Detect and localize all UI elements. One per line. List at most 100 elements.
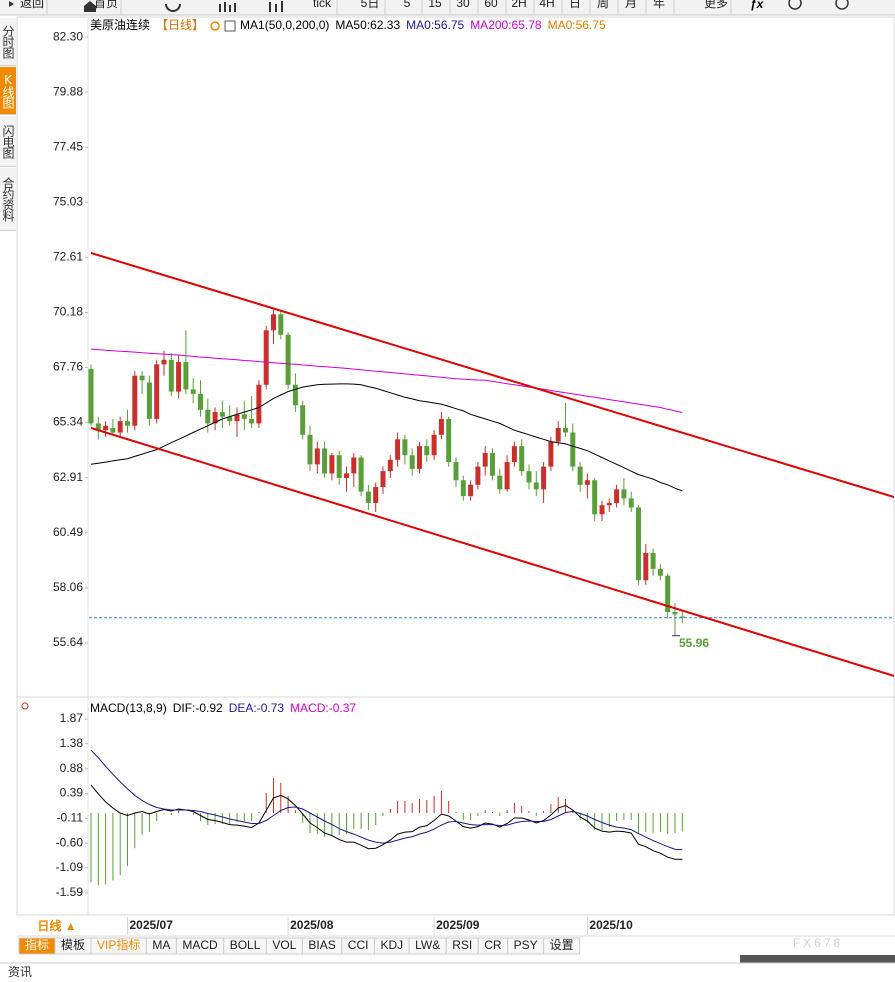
side-tab[interactable]: 闪电图 bbox=[0, 116, 16, 167]
side-tab[interactable]: 合约资料 bbox=[0, 168, 16, 231]
indicator-tab[interactable]: 模板 bbox=[61, 938, 85, 952]
macd-line bbox=[90, 784, 683, 860]
candle-body bbox=[168, 359, 174, 392]
candle-body bbox=[219, 412, 225, 417]
legend-item: MA0:56.75 bbox=[548, 18, 606, 32]
fx-icon[interactable]: ƒx bbox=[750, 0, 765, 11]
candle-body bbox=[249, 418, 255, 424]
candle-body bbox=[584, 480, 590, 485]
candle-body bbox=[541, 466, 547, 490]
candle-body bbox=[380, 471, 386, 488]
toolbar-button[interactable]: 月 bbox=[625, 0, 637, 10]
indicator-tab[interactable]: BIAS bbox=[308, 938, 335, 952]
candle-body bbox=[292, 384, 298, 406]
toolbar-button[interactable]: 返回 bbox=[20, 0, 44, 10]
indicator-tab[interactable]: VIP指标 bbox=[97, 937, 140, 952]
candle-body bbox=[227, 416, 233, 422]
candle-body bbox=[599, 505, 605, 515]
toolbar-button[interactable]: 2H bbox=[511, 0, 526, 10]
settings-icon[interactable] bbox=[210, 21, 220, 31]
candle-body bbox=[358, 457, 364, 492]
side-tab[interactable]: K线图 bbox=[0, 67, 16, 115]
candle-body bbox=[300, 405, 306, 435]
indicator-icon[interactable] bbox=[21, 702, 29, 710]
candle-body bbox=[526, 471, 532, 483]
candle-body bbox=[468, 484, 474, 497]
candle-body bbox=[424, 446, 430, 456]
candle-body bbox=[606, 502, 612, 506]
indicator-tab[interactable]: MA bbox=[152, 938, 170, 952]
home-icon bbox=[84, 1, 96, 12]
y-tick-label: -0.60 bbox=[56, 835, 84, 849]
toolbar-button[interactable]: 周 bbox=[597, 0, 609, 10]
indicator-tab[interactable]: PSY bbox=[514, 938, 538, 952]
refresh-icon[interactable] bbox=[165, 3, 181, 12]
candle-body bbox=[373, 487, 379, 503]
indicator-tab[interactable]: 设置 bbox=[550, 938, 574, 952]
candle-body bbox=[212, 412, 218, 424]
toolbar-button[interactable]: 5 bbox=[404, 0, 411, 10]
y-tick-label: 1.87 bbox=[60, 711, 84, 725]
indicator-tab[interactable]: LW& bbox=[415, 938, 440, 952]
indicator-tab-bg bbox=[543, 937, 581, 955]
x-tick-label: 2025/09 bbox=[436, 918, 480, 932]
indicator-tab[interactable]: VOL bbox=[272, 938, 296, 952]
side-tab[interactable]: 分时图 bbox=[0, 18, 16, 66]
toolbar-button[interactable]: 更多 bbox=[704, 0, 728, 10]
candle-body bbox=[176, 362, 182, 392]
candle-body bbox=[672, 612, 678, 615]
candle-body bbox=[657, 568, 663, 576]
indicator-tab[interactable]: 指标 bbox=[25, 937, 49, 952]
legend-item: MACD(13,8,9) bbox=[90, 701, 167, 715]
chart-type-icon[interactable] bbox=[219, 2, 236, 12]
candle-body bbox=[460, 480, 466, 497]
toolbar-button[interactable]: 首页 bbox=[94, 0, 118, 10]
indicator-tab[interactable]: MACD bbox=[182, 938, 218, 952]
candle-body bbox=[241, 414, 247, 419]
candle-icon[interactable] bbox=[269, 1, 283, 12]
indicator-tab[interactable]: CR bbox=[484, 938, 502, 952]
candle-body bbox=[533, 482, 539, 490]
toolbar-button[interactable]: 60 bbox=[484, 0, 498, 10]
candle-body bbox=[336, 455, 342, 478]
candle-body bbox=[314, 448, 320, 465]
y-tick-label: 58.06 bbox=[53, 580, 83, 594]
toolbar-button[interactable]: 30 bbox=[456, 0, 470, 10]
candle-body bbox=[628, 498, 634, 508]
candle-body bbox=[665, 575, 671, 613]
zoom-out-icon[interactable] bbox=[788, 0, 802, 10]
candle-body bbox=[417, 446, 422, 469]
indicator-tab[interactable]: BOLL bbox=[230, 938, 261, 952]
legend-item: MA1(50,0,200,0) bbox=[240, 18, 329, 32]
candle-body bbox=[263, 330, 269, 385]
indicator-tab[interactable]: RSI bbox=[452, 938, 472, 952]
toolbar-button[interactable]: 日 bbox=[569, 0, 581, 10]
legend-item: MA200:65.78 bbox=[470, 18, 542, 32]
period-selector[interactable]: 日线 ▲ bbox=[37, 918, 76, 933]
candle-body bbox=[570, 432, 576, 467]
candle-body bbox=[132, 375, 138, 426]
candle-body bbox=[511, 446, 517, 463]
y-tick-label: 77.45 bbox=[53, 139, 83, 153]
y-tick-label: 0.88 bbox=[60, 761, 84, 775]
legend-item: MA50:62.33 bbox=[335, 18, 400, 32]
zoom-in-icon[interactable] bbox=[835, 0, 849, 10]
toolbar-button[interactable]: 15 bbox=[428, 0, 442, 10]
candle-body bbox=[351, 457, 357, 474]
toolbar-button[interactable]: 5日 bbox=[361, 0, 380, 10]
indicator-tab[interactable]: KDJ bbox=[380, 938, 403, 952]
x-tick-label: 2025/08 bbox=[290, 918, 334, 932]
toolbar-button[interactable]: 年 bbox=[653, 0, 665, 10]
candle-body bbox=[110, 427, 116, 433]
toolbar-button[interactable]: tick bbox=[313, 0, 332, 10]
toolbar-button[interactable]: 4H bbox=[539, 0, 554, 10]
legend-item: DEA:-0.73 bbox=[229, 701, 285, 715]
y-tick-label: 62.91 bbox=[53, 470, 83, 484]
ma-icon[interactable] bbox=[224, 20, 236, 32]
footer-tab[interactable]: 资讯 bbox=[8, 965, 32, 979]
candle-body bbox=[278, 314, 284, 335]
candle-body bbox=[234, 414, 240, 422]
y-tick-label: 55.64 bbox=[53, 635, 83, 649]
indicator-tab[interactable]: CCI bbox=[348, 938, 369, 952]
